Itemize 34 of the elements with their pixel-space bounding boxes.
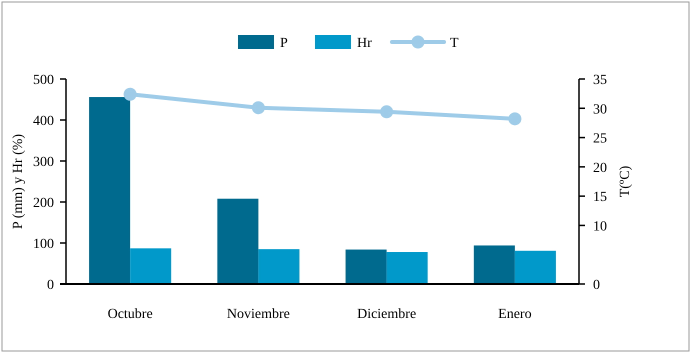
legend-label: T [450, 36, 459, 51]
bar [514, 250, 556, 284]
bar [217, 198, 258, 284]
bar [89, 97, 130, 284]
x-tick-label: Enero [498, 307, 532, 322]
y-tick-label: 400 [33, 114, 54, 129]
y-tick-label: 100 [33, 237, 54, 252]
y-tick-label: 500 [33, 73, 54, 88]
y-tick-label: 300 [33, 155, 54, 170]
point [380, 105, 394, 118]
y-tick-label: 0 [47, 278, 54, 293]
point [508, 112, 522, 126]
bar [258, 249, 300, 284]
bar [346, 250, 387, 284]
y2-tick-label: 30 [593, 102, 607, 118]
x-tick-label: Octubre [108, 307, 153, 322]
point [252, 101, 265, 114]
x-tick-label: Noviembre [226, 307, 290, 322]
bar [130, 248, 172, 284]
legend-label: P [280, 36, 288, 51]
x-tick-label: Diciembre [357, 307, 416, 322]
bar [386, 252, 428, 284]
point [124, 88, 137, 101]
bar [474, 245, 515, 284]
y2-tick-label: 25 [593, 132, 607, 147]
y2-axis-title: T(ºC) [618, 165, 633, 198]
y2-tick-label: 35 [593, 73, 607, 88]
y2-tick-label: 20 [593, 160, 607, 176]
y-tick-label: 200 [33, 196, 54, 211]
y2-tick-label: 15 [593, 190, 607, 206]
legend-label: Hr [357, 36, 372, 51]
y2-tick-label: 10 [593, 219, 607, 234]
y2-tick-label: 0 [593, 278, 600, 293]
y-axis-title: P (mm) y Hr (%) [11, 134, 26, 230]
